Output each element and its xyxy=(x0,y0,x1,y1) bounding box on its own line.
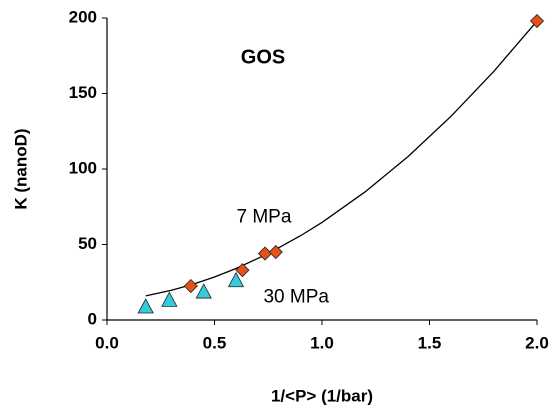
y-tick-label: 50 xyxy=(78,234,97,253)
diamond-point xyxy=(268,244,283,260)
chart-title: GOS xyxy=(241,46,285,68)
annotation: 30 MPa xyxy=(263,286,329,307)
x-tick-label: 0.0 xyxy=(95,333,119,352)
y-axis-title: K (nanoD) xyxy=(11,128,30,209)
diamond-point xyxy=(257,246,273,261)
diamond-point xyxy=(183,278,198,294)
y-tick-label: 0 xyxy=(88,309,97,328)
x-tick-label: 1.0 xyxy=(310,333,334,352)
diamond-point xyxy=(235,263,250,278)
triangle-point xyxy=(227,271,245,288)
triangle-point xyxy=(137,298,154,314)
y-tick-label: 150 xyxy=(69,83,97,102)
x-axis-title: 1/<P> (1/bar) xyxy=(271,386,373,405)
annotation: 7 MPa xyxy=(236,206,291,227)
triangle-point xyxy=(195,283,212,299)
x-tick-label: 1.5 xyxy=(418,333,442,352)
x-tick-label: 0.5 xyxy=(203,333,227,352)
x-tick-label: 2.0 xyxy=(525,333,549,352)
y-tick-label: 100 xyxy=(69,158,97,177)
y-tick-label: 200 xyxy=(69,7,97,26)
fit-curve xyxy=(145,20,538,297)
triangle-point xyxy=(161,291,178,307)
diamond-point xyxy=(529,13,545,29)
